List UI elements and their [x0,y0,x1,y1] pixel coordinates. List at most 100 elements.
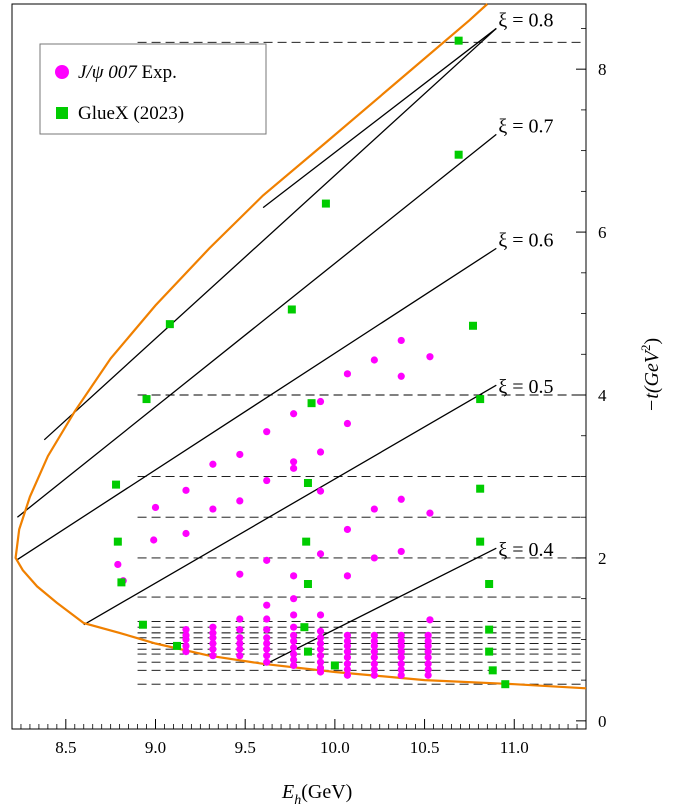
jpsi-point [236,570,244,578]
gluex-point [300,623,309,632]
plot-area: 8.5 9.0 9.5 10.0 10.5 11.0 0 2 4 6 8 ξ = 0.4 ξ = 0.5… [11,3,607,757]
gluex-point [117,578,126,587]
jpsi-point [236,639,244,648]
jpsi-point [343,572,352,580]
jpsi-point [182,635,190,643]
gluex-point [302,537,311,546]
x-tick-label: 9.5 [235,738,256,757]
jpsi-point [343,648,352,656]
y-tick-label: 2 [598,549,607,568]
jpsi-point [290,595,298,603]
jpsi-point [209,652,217,660]
jpsi-point [397,671,405,679]
jpsi-point [343,671,352,679]
jpsi-point [209,505,217,513]
xi-line [262,27,497,209]
jpsi-point [316,639,325,648]
y-tick-label: 6 [598,223,607,242]
jpsi-point [290,661,298,670]
jpsi-point [397,648,405,656]
jpsi-point [424,665,432,674]
x-tick-label: 9.0 [145,738,166,757]
gluex-point [303,580,312,588]
jpsi-point [343,653,352,661]
y-tick-label: 8 [598,60,607,79]
jpsi-point [290,650,298,658]
jpsi-point [290,572,298,580]
jpsi-point [290,611,298,619]
jpsi-point [209,645,217,653]
x-tick-label: 10.5 [410,738,440,757]
legend-gluex-label: GlueX (2023) [78,103,184,124]
xi-label: ξ = 0.7 [498,115,553,137]
jpsi-point [209,634,217,642]
jpsi-point [316,550,325,558]
x-tick-label: 10.0 [320,738,350,757]
jpsi-point [263,639,271,648]
gluex-point [112,480,121,489]
jpsi-point [316,397,325,406]
jpsi-point [236,652,244,660]
xi-line [83,384,497,626]
jpsi-point [343,525,352,534]
jpsi-point [397,495,405,503]
jpsi-point [370,665,378,674]
jpsi-point [397,336,405,345]
jpsi-point [424,648,432,656]
jpsi-point [263,428,271,436]
jpsi-point [114,560,122,569]
x-tick-label: 11.0 [500,738,529,757]
jpsi-point [316,487,325,495]
y-tick-label: 0 [598,712,607,731]
kinematic-boundary-curve [14,3,587,690]
gluex-point [165,320,174,329]
jpsi-point [236,615,244,623]
gluex-point [142,395,151,404]
gluex-point [501,680,510,689]
jpsi-point [209,639,217,648]
jpsi-point [424,671,432,679]
jpsi-point [182,648,190,656]
x-axis-label-main: E [281,781,294,803]
jpsi-point [150,536,158,544]
jpsi-point [182,486,190,494]
legend-jpsi-marker [55,65,69,79]
gluex-point [454,36,463,45]
gluex-point [303,647,312,656]
jpsi-point [343,370,352,378]
jpsi-point [236,450,244,459]
jpsi-point [236,497,244,505]
jpsi-point [263,652,271,660]
jpsi-point [316,627,325,635]
jpsi-point [263,634,271,642]
legend-jpsi-label: J/ψ 007 Exp. [78,62,177,83]
jpsi-point [263,645,271,653]
gluex-point [488,666,497,675]
jpsi-point [316,668,325,676]
jpsi-point [397,642,405,650]
gluex-point [485,647,494,656]
jpsi-point [397,631,405,639]
gluex-point [287,305,296,314]
jpsi-point [343,419,352,428]
jpsi-point [397,653,405,661]
jpsi-point [424,653,432,661]
gluex-point [468,321,477,330]
jpsi-point [290,637,298,645]
jpsi-point [424,642,432,650]
y-tick-label: 4 [598,386,607,405]
jpsi-point [182,529,190,538]
jpsi-point [316,634,325,642]
jpsi-point [182,626,190,634]
x-axis-label-unit: (GeV) [301,781,352,803]
jpsi-point [426,616,434,624]
jpsi-point [236,645,244,653]
y-axis-label-sup: 2 [638,344,653,351]
jpsi-point [316,658,325,666]
xi-line [262,547,497,667]
jpsi-point [397,547,405,556]
jpsi-point [370,642,378,650]
xi-label: ξ = 0.6 [498,229,553,251]
jpsi-point [290,464,298,472]
jpsi-point [370,660,378,668]
